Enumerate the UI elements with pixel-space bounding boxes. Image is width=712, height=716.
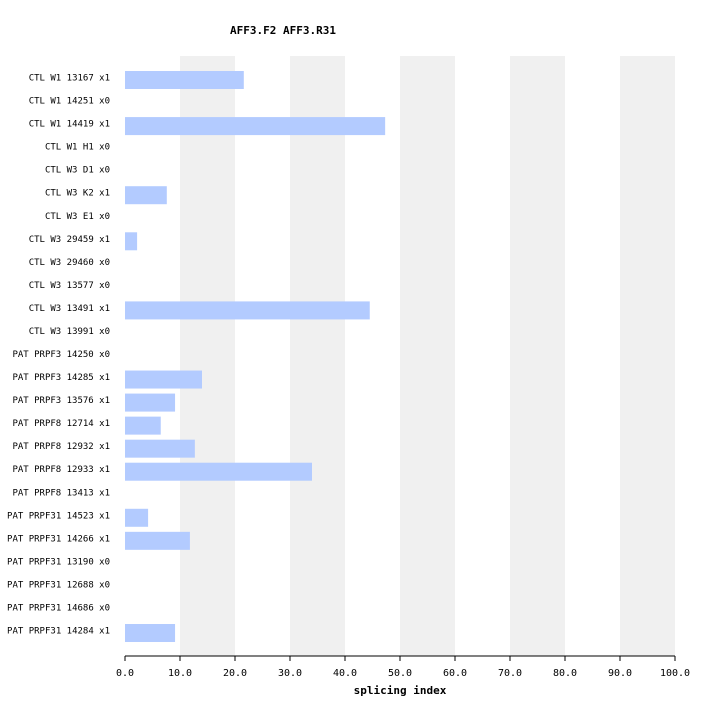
x-tick-label: 90.0 bbox=[608, 668, 632, 679]
x-tick-label: 70.0 bbox=[498, 668, 522, 679]
y-tick-label: PAT PRPF3 14250 x0 bbox=[12, 350, 110, 360]
y-tick-label: CTL W3 13991 x0 bbox=[29, 327, 110, 337]
y-tick-label: PAT PRPF8 13413 x1 bbox=[12, 488, 110, 498]
grid-band bbox=[400, 56, 455, 656]
x-axis-label: splicing index bbox=[354, 684, 447, 697]
x-tick-label: 20.0 bbox=[223, 668, 247, 679]
y-tick-label: PAT PRPF31 12688 x0 bbox=[7, 580, 110, 590]
y-tick-label: PAT PRPF3 13576 x1 bbox=[12, 396, 110, 406]
x-tick-label: 10.0 bbox=[168, 668, 192, 679]
x-tick-label: 30.0 bbox=[278, 668, 302, 679]
bar bbox=[125, 370, 202, 389]
y-tick-label: CTL W1 14419 x1 bbox=[29, 120, 110, 130]
x-tick-label: 50.0 bbox=[388, 668, 412, 679]
y-tick-label: CTL W3 D1 x0 bbox=[45, 166, 110, 176]
bar bbox=[125, 416, 161, 435]
y-tick-label: PAT PRPF8 12933 x1 bbox=[12, 465, 110, 475]
bar bbox=[125, 508, 149, 527]
y-tick-label: CTL W1 H1 x0 bbox=[45, 143, 110, 153]
bar bbox=[125, 232, 138, 251]
y-tick-label: CTL W3 13491 x1 bbox=[29, 304, 110, 314]
chart-title: AFF3.F2 AFF3.R31 bbox=[230, 24, 336, 37]
grid-band bbox=[620, 56, 675, 656]
x-tick-label: 40.0 bbox=[333, 668, 357, 679]
y-tick-label: CTL W3 E1 x0 bbox=[45, 212, 110, 222]
bar bbox=[125, 186, 167, 205]
bar bbox=[125, 71, 244, 89]
bar bbox=[125, 624, 176, 642]
y-tick-label: PAT PRPF31 14266 x1 bbox=[7, 534, 110, 544]
y-tick-label: CTL W1 13167 x1 bbox=[29, 74, 110, 84]
bar bbox=[125, 117, 386, 136]
x-tick-label: 60.0 bbox=[443, 668, 467, 679]
bar bbox=[125, 301, 370, 320]
y-tick-label: PAT PRPF8 12714 x1 bbox=[12, 419, 110, 429]
x-tick-label: 80.0 bbox=[553, 668, 577, 679]
bar bbox=[125, 439, 195, 458]
y-tick-label: CTL W1 14251 x0 bbox=[29, 97, 110, 107]
y-tick-label: PAT PRPF31 14686 x0 bbox=[7, 603, 110, 613]
x-tick-label: 0.0 bbox=[116, 668, 134, 679]
bar bbox=[125, 462, 312, 481]
y-tick-label: PAT PRPF3 14285 x1 bbox=[12, 373, 110, 383]
bands bbox=[180, 56, 675, 656]
y-tick-label: CTL W3 29460 x0 bbox=[29, 258, 110, 268]
bar bbox=[125, 393, 176, 412]
y-tick-label: PAT PRPF8 12932 x1 bbox=[12, 442, 110, 452]
y-tick-label: PAT PRPF31 14284 x1 bbox=[7, 627, 110, 637]
bar bbox=[125, 531, 190, 550]
y-tick-label: PAT PRPF31 14523 x1 bbox=[7, 511, 110, 521]
grid-band bbox=[290, 56, 345, 656]
grid-band bbox=[180, 56, 235, 656]
y-tick-label: CTL W3 13577 x0 bbox=[29, 281, 110, 291]
y-tick-label: CTL W3 29459 x1 bbox=[29, 235, 110, 245]
marks bbox=[125, 71, 386, 642]
grid-band bbox=[510, 56, 565, 656]
y-tick-label: CTL W3 K2 x1 bbox=[45, 189, 110, 199]
y-tick-label: PAT PRPF31 13190 x0 bbox=[7, 557, 110, 567]
x-tick-label: 100.0 bbox=[660, 668, 690, 679]
